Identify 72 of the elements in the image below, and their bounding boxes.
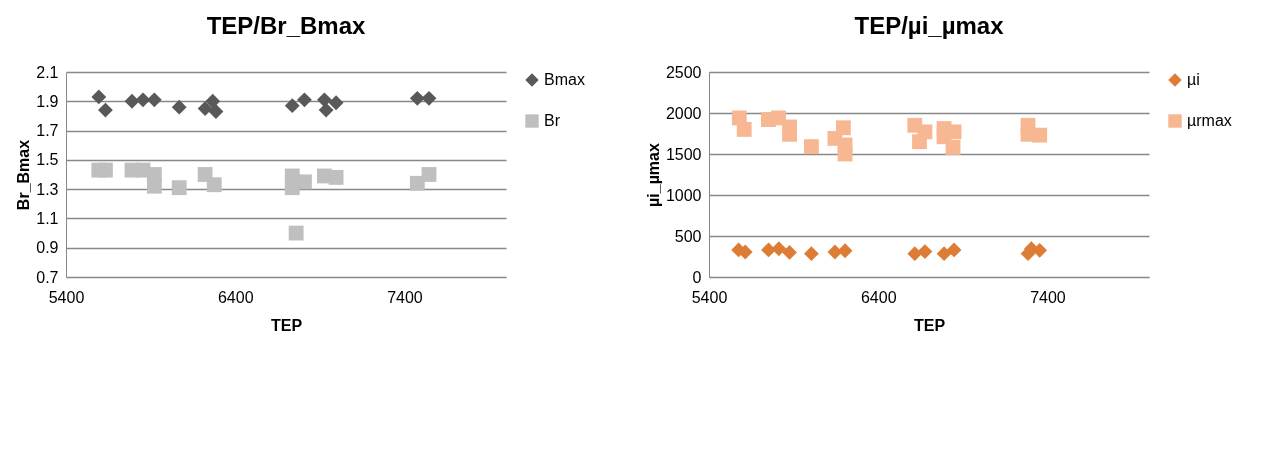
point	[146, 178, 162, 194]
point	[917, 124, 933, 140]
y-tick-label: 2500	[665, 63, 702, 81]
point	[771, 241, 787, 257]
point	[409, 175, 425, 191]
x-axis-title: TEP	[913, 316, 946, 334]
point	[124, 93, 140, 109]
chart-title: TEP/Br_Bmax	[206, 12, 367, 39]
point	[946, 242, 962, 258]
point	[907, 246, 923, 262]
legend-label: µrmax	[1187, 112, 1232, 129]
point	[827, 244, 843, 260]
point	[945, 140, 961, 155]
y-tick-label: 2000	[665, 104, 702, 122]
y-tick-label: 500	[674, 227, 702, 245]
point	[197, 101, 213, 117]
legend-label: µi	[1187, 71, 1200, 88]
point	[284, 98, 300, 114]
point	[936, 246, 952, 262]
y-tick-label: 0.7	[36, 268, 59, 286]
legend-label: Bmax	[544, 71, 585, 88]
x-axis-title: TEP	[270, 316, 303, 334]
point	[837, 243, 853, 259]
point	[328, 95, 344, 111]
chart-title: TEP/µi_µmax	[854, 12, 1005, 39]
point	[803, 139, 819, 155]
point	[91, 89, 107, 105]
point	[782, 244, 797, 260]
point	[421, 90, 437, 106]
point	[328, 170, 344, 185]
point	[288, 225, 304, 241]
y-tick-label: 1.7	[36, 122, 59, 140]
point	[135, 92, 151, 108]
point	[782, 126, 797, 142]
y-tick-label: 1.3	[36, 180, 59, 198]
x-tick-label: 7400	[387, 288, 423, 306]
x-tick-label: 5400	[691, 288, 728, 306]
y-tick-label: 1000	[665, 186, 702, 204]
y-tick-label: 2.1	[36, 63, 59, 81]
point	[1032, 242, 1048, 258]
y-tick-label: 1.1	[36, 209, 59, 227]
y-tick-label: 1.5	[36, 151, 59, 169]
x-tick-label: 5400	[48, 288, 85, 306]
point	[206, 177, 222, 193]
point	[917, 244, 933, 259]
point	[409, 90, 425, 106]
y-tick-label: 0	[692, 268, 702, 286]
y-axis-title: µi_µmax	[644, 143, 662, 207]
point	[421, 167, 437, 182]
point	[98, 162, 113, 178]
point	[171, 99, 187, 115]
x-tick-label: 6400	[217, 288, 254, 306]
point	[208, 104, 224, 119]
point	[835, 120, 851, 136]
point	[146, 92, 162, 108]
point	[803, 246, 819, 262]
point	[318, 102, 334, 118]
point	[297, 174, 312, 190]
point	[736, 121, 752, 137]
x-tick-label: 7400	[1030, 288, 1066, 306]
y-tick-label: 0.9	[36, 239, 59, 257]
y-tick-label: 1.9	[36, 92, 59, 110]
legend-label: Br	[544, 112, 561, 129]
x-tick-label: 6400	[860, 288, 897, 306]
point	[205, 93, 221, 109]
point	[98, 102, 113, 118]
point	[317, 92, 332, 108]
point	[1032, 127, 1048, 143]
point	[297, 92, 312, 108]
y-tick-label: 1500	[665, 145, 702, 163]
point	[171, 180, 187, 196]
y-axis-title: Br_Bmax	[15, 139, 33, 211]
